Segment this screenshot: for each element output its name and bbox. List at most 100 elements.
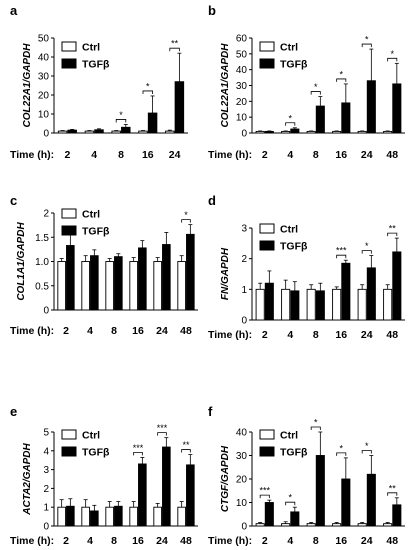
y-axis-title: COL22A1/GAPDH bbox=[22, 43, 33, 128]
bar-ctrl bbox=[281, 130, 291, 134]
bar-tgfb bbox=[138, 247, 147, 311]
bar-tgfb bbox=[315, 290, 325, 321]
significance-bracket bbox=[361, 450, 372, 454]
chart-panel-b: b 0 10 20 30 40 50 60 COL22A1/GAPDH Time (h): 2 * 4 *… bbox=[208, 3, 405, 161]
bar-tgfb bbox=[66, 245, 75, 311]
x-tick-label: 4 bbox=[287, 329, 293, 341]
bar-ctrl bbox=[255, 523, 265, 527]
y-tick-label: 1 bbox=[241, 285, 247, 296]
bar-tgfb bbox=[290, 128, 300, 134]
bar-tgfb bbox=[290, 290, 300, 321]
y-tick-label: 0 bbox=[43, 522, 49, 533]
y-tick-label: 10 bbox=[236, 113, 248, 124]
significance-bracket bbox=[285, 122, 296, 126]
bar-ctrl bbox=[129, 506, 138, 527]
bar-ctrl bbox=[129, 261, 138, 311]
panel-label: e bbox=[10, 404, 17, 419]
y-tick-label: 50 bbox=[38, 34, 50, 45]
y-tick-label: 0 bbox=[241, 129, 247, 140]
legend-swatch-tgfb bbox=[61, 225, 77, 236]
significance-bracket bbox=[259, 494, 270, 499]
x-tick-label: 2 bbox=[262, 535, 268, 547]
y-tick-label: 60 bbox=[236, 34, 248, 45]
y-tick-label: 3 bbox=[43, 465, 49, 476]
y-tick-label: 0 bbox=[241, 522, 247, 533]
panel-label: c bbox=[10, 193, 17, 208]
x-tick-label: 16 bbox=[132, 325, 144, 337]
y-axis-title: CTGF/GAPDH bbox=[220, 445, 231, 512]
legend-label-tgfb: TGFβ bbox=[82, 226, 110, 238]
time-axis-label: Time (h): bbox=[10, 149, 54, 161]
x-tick-label: 48 bbox=[180, 535, 192, 547]
x-tick-label: 16 bbox=[335, 535, 347, 547]
significance-bracket bbox=[336, 78, 347, 82]
significance-bracket bbox=[336, 452, 347, 456]
bar-ctrl bbox=[105, 506, 114, 527]
y-tick-label: 1 bbox=[43, 503, 49, 514]
y-tick-label: 0 bbox=[241, 316, 247, 327]
significance-bracket bbox=[285, 501, 296, 506]
bar-tgfb bbox=[392, 251, 402, 321]
x-tick-label: 2 bbox=[63, 325, 69, 337]
legend-swatch-tgfb bbox=[61, 446, 77, 457]
legend-label-ctrl: Ctrl bbox=[82, 430, 100, 442]
significance-bracket bbox=[169, 47, 180, 52]
bar-tgfb bbox=[121, 126, 131, 134]
x-tick-label: 48 bbox=[386, 535, 398, 547]
bar-tgfb bbox=[366, 473, 376, 527]
x-tick-label: 4 bbox=[287, 535, 293, 547]
panel-label: b bbox=[208, 3, 216, 18]
bar-ctrl bbox=[57, 130, 68, 134]
bar-ctrl bbox=[332, 130, 342, 134]
bar-ctrl bbox=[383, 130, 393, 134]
bar-ctrl bbox=[383, 288, 393, 321]
significance-label: *** bbox=[336, 246, 347, 256]
bar-tgfb bbox=[366, 267, 376, 321]
significance-bracket bbox=[310, 426, 321, 430]
bar-tgfb bbox=[264, 130, 274, 134]
legend-label-ctrl: Ctrl bbox=[280, 42, 298, 54]
significance-label: * bbox=[365, 441, 369, 451]
significance-bracket bbox=[142, 90, 153, 94]
significance-label: * bbox=[184, 210, 188, 220]
panel-label: f bbox=[208, 404, 213, 419]
legend-label-ctrl: Ctrl bbox=[280, 224, 298, 236]
bar-tgfb bbox=[90, 255, 99, 311]
significance-label: *** bbox=[133, 443, 144, 453]
legend-label-ctrl: Ctrl bbox=[82, 209, 100, 221]
bar-ctrl bbox=[177, 261, 186, 311]
bar-tgfb bbox=[290, 511, 300, 527]
significance-label: * bbox=[365, 241, 369, 251]
x-tick-label: 8 bbox=[313, 535, 319, 547]
bar-tgfb bbox=[94, 129, 104, 134]
significance-label: * bbox=[339, 69, 343, 79]
significance-bracket bbox=[115, 119, 127, 123]
significance-bracket bbox=[361, 250, 372, 254]
bar-tgfb bbox=[138, 463, 147, 527]
significance-bracket bbox=[387, 492, 398, 496]
bar-ctrl bbox=[153, 261, 162, 311]
y-axis-title: COL1A1/GAPDH bbox=[16, 222, 27, 301]
significance-label: * bbox=[288, 493, 292, 503]
legend-label-ctrl: Ctrl bbox=[280, 430, 298, 442]
bar-tgfb bbox=[341, 262, 351, 321]
bar-tgfb bbox=[341, 102, 351, 134]
y-tick-label: 1.5 bbox=[35, 233, 49, 244]
x-tick-label: 24 bbox=[156, 535, 168, 547]
x-tick-label: 2 bbox=[262, 329, 268, 341]
significance-label: ** bbox=[171, 39, 179, 49]
significance-label: * bbox=[314, 82, 318, 92]
significance-bracket bbox=[310, 91, 321, 95]
bar-ctrl bbox=[332, 288, 342, 321]
significance-label: ** bbox=[389, 483, 397, 493]
y-axis-title: FN/GAPDH bbox=[220, 247, 231, 300]
y-axis-title: COL22A1/GAPDH bbox=[220, 43, 231, 128]
x-tick-label: 4 bbox=[87, 535, 93, 547]
x-tick-label: 4 bbox=[91, 149, 97, 161]
bar-ctrl bbox=[81, 261, 90, 311]
time-axis-label: Time (h): bbox=[10, 325, 54, 337]
